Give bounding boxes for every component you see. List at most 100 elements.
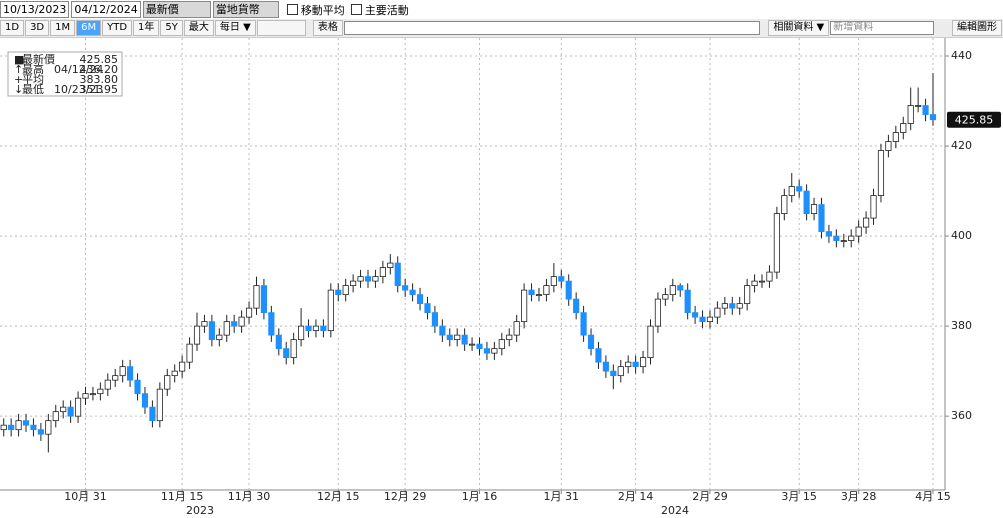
candle-body bbox=[350, 280, 357, 287]
candle-body bbox=[416, 294, 424, 305]
candle-body bbox=[476, 343, 483, 350]
candle-body bbox=[30, 424, 37, 431]
tool[interactable] bbox=[256, 20, 306, 36]
candle-body bbox=[357, 276, 364, 282]
price-field[interactable]: 最新價 bbox=[142, 1, 211, 18]
candle-body bbox=[134, 379, 141, 395]
candle-body bbox=[164, 375, 171, 390]
period-button[interactable]: 1D bbox=[0, 20, 25, 36]
candle-body bbox=[818, 204, 825, 232]
period-button[interactable]: 最大 bbox=[183, 20, 214, 36]
legend-value: 383.80 bbox=[80, 73, 119, 86]
x-tick-label: 12月 29 bbox=[384, 490, 427, 503]
option-label: 移動平均 bbox=[300, 3, 345, 17]
candle-body bbox=[305, 325, 312, 332]
period-button[interactable]: 1M bbox=[50, 20, 76, 36]
currency[interactable]: 當地貨幣 bbox=[212, 1, 279, 18]
candle-body bbox=[550, 276, 557, 287]
candle-body bbox=[201, 321, 208, 327]
y-tick-label: 400 bbox=[951, 229, 972, 242]
candle-body bbox=[833, 235, 840, 241]
period-button[interactable]: 1年 bbox=[133, 20, 160, 36]
candle-body bbox=[431, 312, 438, 327]
legend-box bbox=[7, 51, 123, 97]
candle-body bbox=[364, 276, 372, 282]
candle-body bbox=[870, 195, 877, 219]
candle-body bbox=[528, 289, 535, 296]
candle-body bbox=[907, 105, 914, 124]
x-tick-label: 2月 14 bbox=[618, 490, 654, 503]
candle-body bbox=[245, 307, 253, 318]
candle-body bbox=[439, 325, 446, 336]
candle-body bbox=[208, 321, 215, 341]
legend-value: 351.95 bbox=[80, 83, 119, 96]
candle-body bbox=[149, 406, 156, 422]
candle-body bbox=[409, 289, 416, 296]
candle-body bbox=[320, 325, 327, 332]
candle-body bbox=[461, 334, 468, 345]
candle-body bbox=[929, 114, 937, 121]
candle-body bbox=[67, 406, 74, 417]
candle-body bbox=[595, 348, 602, 363]
candle-body bbox=[156, 388, 163, 422]
toolbar-bottom: 1D 3D 1M 6M YTD 1年 5Y 最大 每日 ▼ 表格 相關資料 ▼ 新增資料 編輯… bbox=[0, 19, 1003, 38]
candle-body bbox=[216, 334, 223, 341]
candle-body bbox=[587, 334, 595, 350]
search[interactable] bbox=[343, 21, 761, 35]
candle-body bbox=[543, 285, 550, 296]
candle-body bbox=[298, 325, 305, 341]
y-tick-label: 420 bbox=[951, 139, 972, 152]
x-tick-label: 3月 15 bbox=[781, 490, 817, 503]
checkbox[interactable] bbox=[286, 4, 298, 15]
candle-body bbox=[275, 334, 282, 350]
candle-body bbox=[632, 361, 639, 368]
checkbox[interactable] bbox=[350, 4, 362, 15]
candle-body bbox=[483, 348, 491, 354]
frequency[interactable]: 每日 ▼ bbox=[214, 20, 256, 36]
candle-body bbox=[513, 321, 520, 336]
period-button[interactable]: YTD bbox=[102, 20, 133, 36]
period-button[interactable]: 6M bbox=[76, 20, 102, 36]
x-tick-label: 12月 15 bbox=[317, 490, 360, 503]
candle-body bbox=[810, 204, 818, 214]
edit-chart[interactable]: 編輯圖形 bbox=[951, 20, 1002, 36]
candle-body bbox=[573, 298, 580, 314]
option[interactable]: 主要活動 bbox=[350, 2, 409, 18]
start-date[interactable]: 10/13/2023 bbox=[0, 1, 70, 18]
candle-body bbox=[171, 370, 178, 377]
candle-body bbox=[602, 361, 609, 372]
candle-body bbox=[848, 235, 855, 241]
candle-body bbox=[900, 123, 907, 133]
candle-body bbox=[231, 321, 238, 327]
candle-body bbox=[104, 379, 111, 390]
candle-body bbox=[498, 339, 505, 350]
candle-body bbox=[82, 393, 89, 399]
candle-body bbox=[52, 411, 59, 422]
legend-icon: ■ bbox=[14, 53, 24, 66]
period-button[interactable]: 3D bbox=[25, 20, 50, 36]
table-button[interactable]: 表格 bbox=[312, 20, 343, 36]
related[interactable]: 相關資料 ▼ bbox=[768, 20, 830, 36]
x-tick-label: 1月 31 bbox=[544, 490, 580, 503]
candle-body bbox=[714, 307, 721, 318]
candle-body bbox=[335, 289, 342, 296]
candle-body bbox=[268, 312, 275, 336]
end-date[interactable]: 04/12/2024 bbox=[71, 1, 141, 18]
candle-body bbox=[74, 397, 82, 417]
option-label: 主要活動 bbox=[364, 3, 409, 17]
add-data[interactable]: 新增資料 bbox=[830, 21, 934, 35]
candle-body bbox=[37, 429, 44, 435]
candle-body bbox=[662, 294, 669, 300]
candle-body bbox=[736, 303, 743, 309]
period-button[interactable]: 5Y bbox=[160, 20, 183, 36]
candle-body bbox=[342, 285, 349, 296]
legend-date: 10/23/23 bbox=[54, 83, 103, 96]
option[interactable]: 移動平均 bbox=[286, 2, 345, 18]
x-tick-label: 4月 15 bbox=[915, 490, 951, 503]
candle-body bbox=[60, 406, 67, 413]
last-price-tag bbox=[947, 111, 1001, 128]
candle-body bbox=[922, 105, 929, 115]
y-tick-label: 360 bbox=[951, 409, 972, 422]
